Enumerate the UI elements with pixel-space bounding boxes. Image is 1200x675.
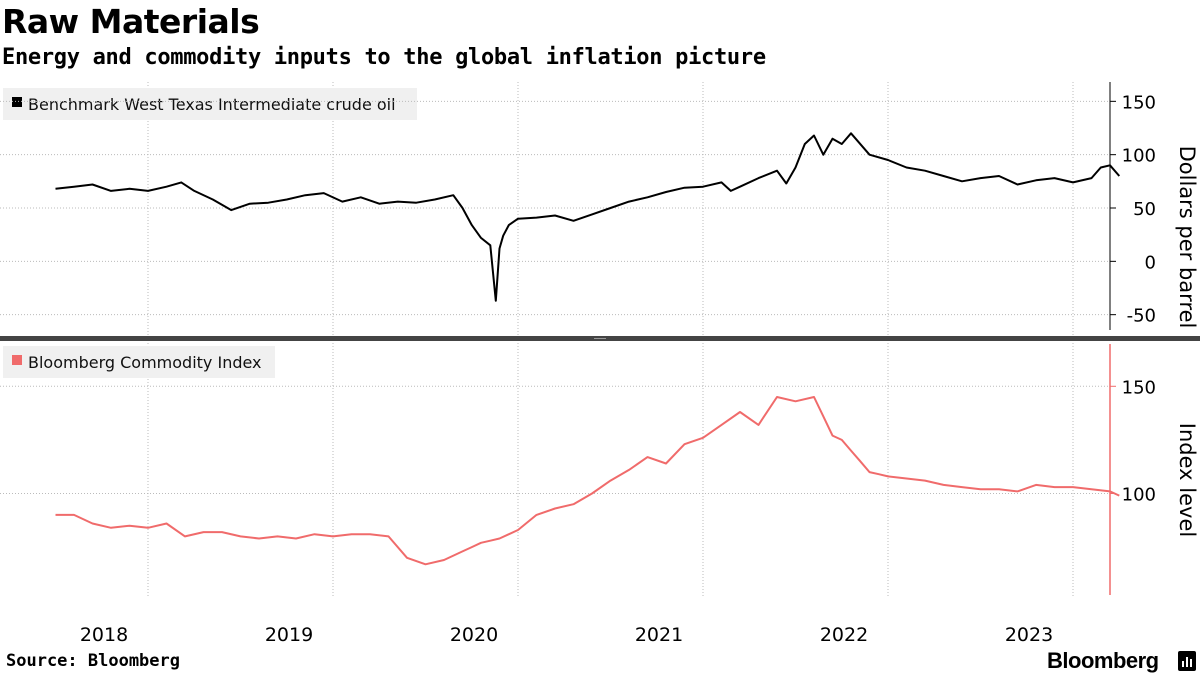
- x-axis-labels: 2018 2019 2020 2021 2022 2023: [80, 624, 1053, 646]
- y-tick-label: 0: [1145, 252, 1156, 273]
- y-tick-label: 50: [1133, 199, 1156, 220]
- bcom-index-line: [55, 396, 1120, 566]
- bcom-y-ticks: 150 100: [0, 377, 1156, 506]
- y-tick-label: 150: [1122, 377, 1156, 398]
- x-tick-label: 2019: [265, 624, 313, 646]
- wti-legend-label: Benchmark West Texas Intermediate crude …: [28, 95, 396, 114]
- wti-legend-swatch: [12, 97, 22, 107]
- bcom-legend-swatch: [12, 355, 22, 365]
- y-tick-label: -50: [1127, 306, 1156, 327]
- bcom-legend-label: Bloomberg Commodity Index: [28, 353, 262, 372]
- bcom-legend-box: [3, 346, 275, 378]
- x-tick-label: 2022: [820, 624, 868, 646]
- wti-y-axis-label: Dollars per barrel: [1175, 146, 1199, 329]
- source-note: Source: Bloomberg: [6, 651, 180, 671]
- bloomberg-logo: Bloomberg: [1047, 648, 1159, 673]
- x-tick-label: 2023: [1005, 624, 1053, 646]
- wti-price-line: [55, 132, 1121, 302]
- x-tick-label: 2018: [80, 624, 128, 646]
- y-tick-label: 100: [1122, 485, 1156, 506]
- chart-title: Raw Materials: [2, 2, 260, 41]
- bloomberg-chart-icon: [1178, 651, 1196, 671]
- y-tick-label: 100: [1122, 146, 1156, 167]
- bcom-y-axis-label: Index level: [1175, 423, 1199, 537]
- wti-legend-box: [3, 88, 417, 120]
- y-tick-label: 150: [1122, 92, 1156, 113]
- x-tick-label: 2021: [635, 624, 683, 646]
- x-tick-label: 2020: [450, 624, 498, 646]
- chart-subtitle: Energy and commodity inputs to the globa…: [2, 45, 766, 70]
- wti-y-ticks: 150 100 50 0 -50: [0, 92, 1156, 327]
